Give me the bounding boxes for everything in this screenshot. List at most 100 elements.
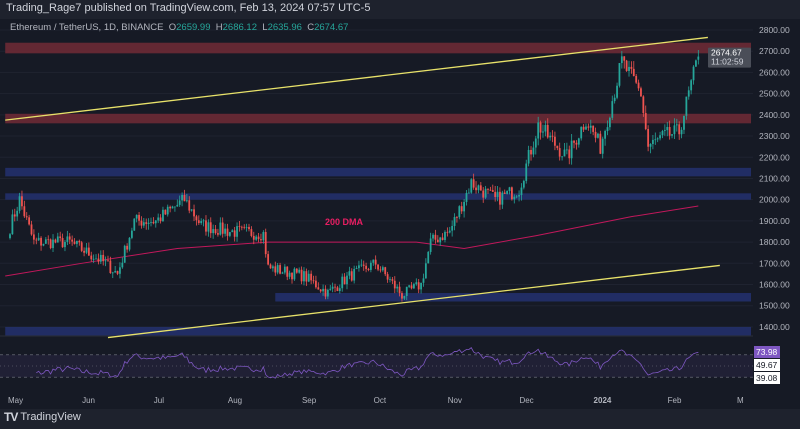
candle — [501, 192, 504, 205]
candle — [71, 239, 74, 242]
candle — [625, 60, 628, 71]
candle — [589, 125, 592, 128]
candle — [107, 260, 109, 262]
candle — [202, 220, 205, 222]
candle — [695, 60, 697, 67]
candle — [169, 206, 172, 209]
candle — [262, 232, 265, 241]
candle — [341, 276, 344, 289]
candle — [628, 66, 630, 71]
candle — [597, 133, 599, 138]
candle — [307, 273, 310, 282]
high-label: H — [215, 22, 223, 33]
candle — [85, 247, 88, 253]
candle — [102, 254, 105, 262]
candle — [343, 276, 346, 285]
candle — [233, 230, 236, 237]
candle — [413, 284, 415, 289]
close-value: 2674.67 — [314, 22, 349, 33]
candle — [525, 163, 528, 181]
candle — [47, 239, 50, 241]
tradingview-brand[interactable]: TV TradingView — [4, 410, 81, 424]
candle — [255, 236, 258, 240]
candle — [121, 262, 124, 268]
candle — [126, 245, 129, 250]
candle — [152, 221, 155, 224]
candle — [534, 138, 537, 148]
candle — [18, 196, 21, 211]
candle — [315, 280, 317, 288]
candle — [377, 264, 379, 270]
candle — [582, 126, 585, 130]
candle — [599, 133, 602, 154]
time-tick-label: M — [737, 396, 744, 405]
candle — [697, 56, 700, 60]
candle — [238, 226, 241, 227]
candle — [272, 266, 274, 269]
candle — [25, 216, 28, 218]
candle — [319, 289, 322, 292]
candle — [565, 149, 568, 151]
candle — [544, 124, 547, 132]
candle — [267, 254, 270, 265]
candle — [666, 126, 669, 131]
rsi-ma-tag-text: 49.67 — [756, 360, 778, 370]
candle — [243, 226, 246, 228]
candle — [178, 200, 181, 205]
candle — [503, 192, 506, 194]
price-chart[interactable]: 200 DMA 2800.00 2700.00 2600.00 2500.00 2400.… — [0, 19, 800, 409]
candle — [23, 206, 26, 217]
candle — [472, 179, 475, 188]
candle — [334, 286, 336, 288]
candle — [9, 234, 11, 239]
candle — [374, 259, 377, 265]
close-label: C — [307, 22, 315, 33]
candle — [410, 285, 413, 289]
candle — [76, 240, 78, 244]
price-tick-label: 1900.00 — [759, 216, 790, 226]
price-tick-label: 1800.00 — [759, 237, 790, 247]
candle — [663, 130, 666, 132]
candle — [150, 221, 152, 223]
candle — [30, 224, 33, 235]
candle — [532, 147, 535, 155]
rsi-ma-tag — [754, 359, 780, 371]
candle — [484, 188, 487, 198]
candle — [212, 229, 215, 234]
candle — [511, 187, 513, 200]
candle — [154, 220, 157, 224]
candle — [489, 189, 492, 191]
candle — [463, 201, 465, 212]
candle — [513, 196, 516, 200]
candle — [49, 239, 52, 249]
candle — [386, 274, 389, 280]
time-tick-label: Aug — [228, 396, 242, 405]
candle — [44, 239, 47, 244]
candle — [11, 214, 14, 235]
symbol-legend: Ethereum / TetherUS, 1D, BINANCE O2659.9… — [10, 22, 348, 33]
low-value: 2635.96 — [267, 22, 302, 33]
candle — [477, 185, 480, 191]
candle — [520, 187, 523, 196]
candle — [224, 228, 226, 234]
dma-label: 200 DMA — [325, 217, 364, 227]
candle — [128, 237, 131, 250]
brand-name: TradingView — [20, 411, 81, 423]
candle — [236, 226, 238, 237]
price-tick-label: 2500.00 — [759, 89, 790, 99]
candle — [415, 282, 418, 285]
candle — [291, 272, 293, 280]
candle — [656, 138, 659, 140]
candle — [678, 124, 681, 135]
candle — [381, 267, 384, 271]
chart-area[interactable]: 200 DMA 2800.00 2700.00 2600.00 2500.00 2400.… — [0, 19, 800, 409]
candle — [56, 236, 59, 243]
candle — [59, 236, 62, 238]
candle — [618, 63, 621, 86]
candle — [250, 229, 253, 236]
candle — [183, 194, 186, 202]
candle — [78, 240, 81, 243]
price-tick-label: 2000.00 — [759, 195, 790, 205]
candle — [530, 149, 532, 155]
candle — [350, 271, 353, 281]
